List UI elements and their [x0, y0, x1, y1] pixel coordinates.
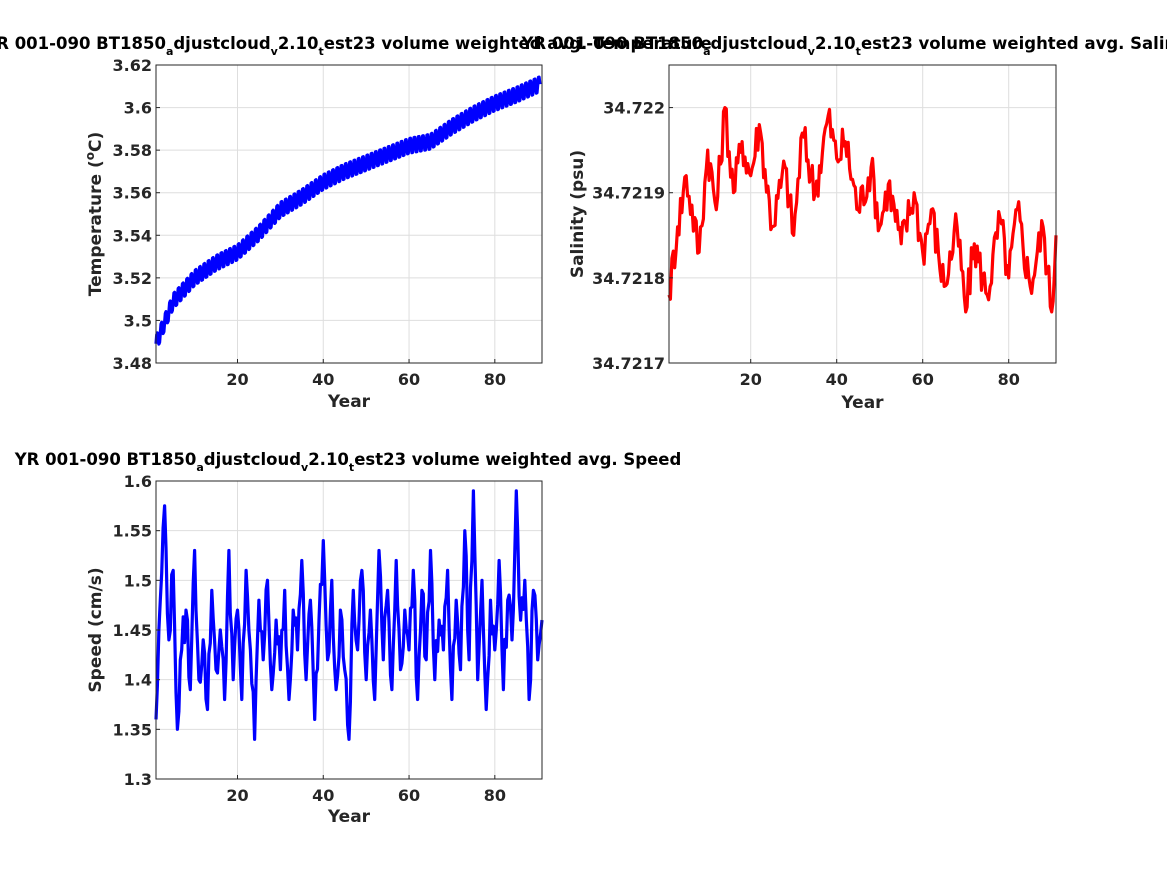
y-tick-label: 3.58	[113, 141, 152, 160]
plot-frame	[155, 64, 543, 364]
y-tick-label: 3.6	[124, 99, 152, 118]
y-tick-label: 34.7218	[592, 269, 665, 288]
x-tick-label: 60	[398, 786, 420, 805]
y-tick-label: 34.7219	[592, 184, 665, 203]
series-line-1	[154, 489, 544, 741]
y-axis-label: Speed (cm/s)	[86, 567, 106, 692]
y-tick-label: 3.5	[124, 311, 152, 330]
x-tick-label: 40	[312, 370, 334, 389]
x-axis-label: Year	[327, 392, 371, 412]
x-tick-label: 20	[740, 370, 762, 389]
chart-panel-3: 20 40 60 80 1.3 1.35 1.4 1.45 1.5 1.55 1.6 Year Spee…	[14, 450, 682, 827]
y-tick-label: 3.56	[113, 184, 152, 203]
y-tick-label: 3.54	[113, 226, 152, 245]
y-tick-label: 1.6	[124, 472, 152, 491]
x-tick-label: 80	[484, 370, 506, 389]
x-tick-label: 20	[226, 370, 248, 389]
y-tick-label: 3.62	[113, 56, 152, 75]
chart-panel-1: 20 40 60 80 3.48 3.5 3.52 3.54 3.56 3.58 3.6 3.62 Ye…	[0, 34, 712, 412]
y-tick-label: 1.3	[124, 770, 152, 789]
y-axis-label: Salinity (psu)	[568, 150, 588, 278]
series-line-1	[154, 75, 542, 346]
y-tick-label: 1.45	[113, 621, 152, 640]
x-tick-label: 60	[912, 370, 934, 389]
x-tick-label: 60	[398, 370, 420, 389]
y-tick-label: 1.55	[113, 522, 152, 541]
y-tick-label: 3.48	[113, 354, 152, 373]
plot-frame	[668, 64, 1057, 364]
x-axis-label: Year	[327, 807, 371, 827]
chart-title: YR 001-090 BT1850adjustcloudv2.10test23 …	[520, 34, 1167, 58]
x-tick-label: 20	[226, 786, 248, 805]
y-tick-label: 1.35	[113, 720, 152, 739]
chart-title: YR 001-090 BT1850adjustcloudv2.10test23 …	[14, 450, 682, 474]
series-line-1	[667, 106, 1058, 314]
y-tick-label: 1.4	[124, 671, 152, 690]
y-tick-label: 3.52	[113, 269, 152, 288]
y-axis-label: Temperature (oC)	[83, 132, 106, 296]
x-tick-label: 80	[998, 370, 1020, 389]
y-tick-label: 34.7217	[592, 354, 665, 373]
y-tick-label: 1.5	[124, 571, 152, 590]
x-tick-label: 40	[826, 370, 848, 389]
chart-panel-2: 20 40 60 80 34.7217 34.7218 34.7219 34.722 Year S…	[520, 34, 1167, 413]
x-tick-label: 80	[484, 786, 506, 805]
x-axis-label: Year	[840, 393, 884, 413]
y-tick-label: 34.722	[603, 99, 665, 118]
chart-title: YR 001-090 BT1850adjustcloudv2.10test23 …	[0, 34, 712, 58]
x-tick-label: 40	[312, 786, 334, 805]
